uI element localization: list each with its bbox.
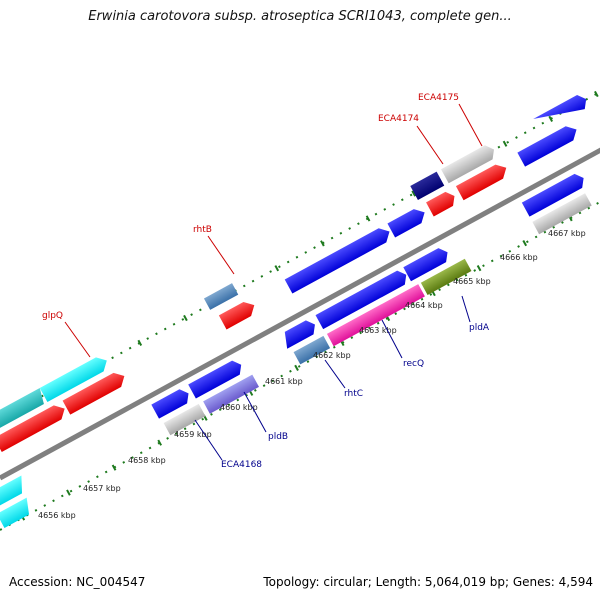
page-title: Erwinia carotovora subsp. atroseptica SC… [88,9,512,24]
gene-ECA4168 [163,403,206,436]
gene-pldB-b [203,374,259,414]
gene-label-pldA: pldA [469,323,490,333]
kbp-label-4666: 4666 kbp [500,253,538,262]
kbp-label-4667: 4667 kbp [548,229,586,238]
gene-label-rhtB: rhtB [193,225,212,235]
kbp-label-4657: 4657 kbp [83,484,121,493]
kbp-label-4664: 4664 kbp [405,301,443,310]
major-tick-mark [111,464,117,471]
lower-tick-track [0,201,600,531]
gene-label-ECA4175: ECA4175 [418,93,459,103]
gene-red-c [218,301,255,330]
major-tick-mark [294,364,299,371]
major-tick-mark [548,115,554,122]
major-tick-mark [157,439,163,446]
major-tick-mark [137,339,143,346]
gene-rhtB [203,283,239,310]
gene-blue-far-low [521,173,584,217]
gene-blue-far [517,126,577,167]
gene-cyan-left [0,475,23,509]
gene-blue-left [151,389,189,419]
major-tick-mark [502,140,508,147]
major-tick-mark [66,489,71,496]
gene-label-ECA4174: ECA4174 [378,114,419,124]
gene-label-glpQ: glpQ [42,311,63,321]
gene-red-b [62,372,125,415]
gene-gray-far [532,193,592,235]
gene-recQ [315,270,407,330]
kbp-labels: 4656 kbp 4657 kbp 4658 kbp 4659 kbp 4660… [38,229,586,520]
gene-far-right-top [533,95,587,119]
major-tick-mark [594,90,599,98]
gene-olive [420,258,472,295]
major-tick-mark [522,240,528,247]
gene-label-recQ: recQ [403,359,424,369]
major-tick-mark [411,190,417,197]
gene-ECA4174 [410,171,445,201]
gene-cyan-left2 [0,497,30,528]
gene-red-e [455,164,507,201]
kbp-label-4659: 4659 kbp [174,430,212,439]
kbp-label-4661: 4661 kbp [265,377,303,386]
gene-ECA4175 [440,145,494,184]
gene-label-ECA4168: ECA4168 [221,460,262,470]
major-ticks [0,90,599,521]
kbp-label-4660: 4660 kbp [220,403,258,412]
gene-red-a [0,405,65,452]
major-tick-mark [365,215,371,222]
major-tick-mark [320,240,325,247]
major-tick-mark [476,264,482,272]
gene-pldB-a [188,360,242,399]
gene-blue-small [387,209,425,238]
gene-pldA [403,248,448,282]
gene-rhtC [284,320,315,349]
gene-teal-top [0,387,44,433]
gene-label-rhtC: rhtC [344,389,363,399]
gene-label-pldB: pldB [268,432,288,442]
gene-pink-long [326,284,425,347]
kbp-label-4663: 4663 kbp [359,326,397,335]
gene-glpQ-top [39,357,107,403]
gene-track [0,95,592,528]
label-leaders [64,103,483,461]
gene-blue-long [284,228,390,294]
gene-steel-low [293,335,331,365]
major-tick-mark [274,265,280,272]
major-tick-mark [183,314,188,322]
kbp-label-4658: 4658 kbp [128,456,166,465]
accession-text: Accession: NC_004547 [9,575,146,589]
gene-labels: glpQ rhtB ECA4174 ECA4175 ECA4168 pldB r… [42,93,490,470]
gene-red-d [426,191,455,217]
genome-backbone [0,147,600,481]
kbp-label-4656: 4656 kbp [38,511,76,520]
kbp-label-4662: 4662 kbp [313,351,351,360]
kbp-label-4665: 4665 kbp [453,277,491,286]
genome-summary-text: Topology: circular; Length: 5,064,019 bp… [263,575,593,589]
